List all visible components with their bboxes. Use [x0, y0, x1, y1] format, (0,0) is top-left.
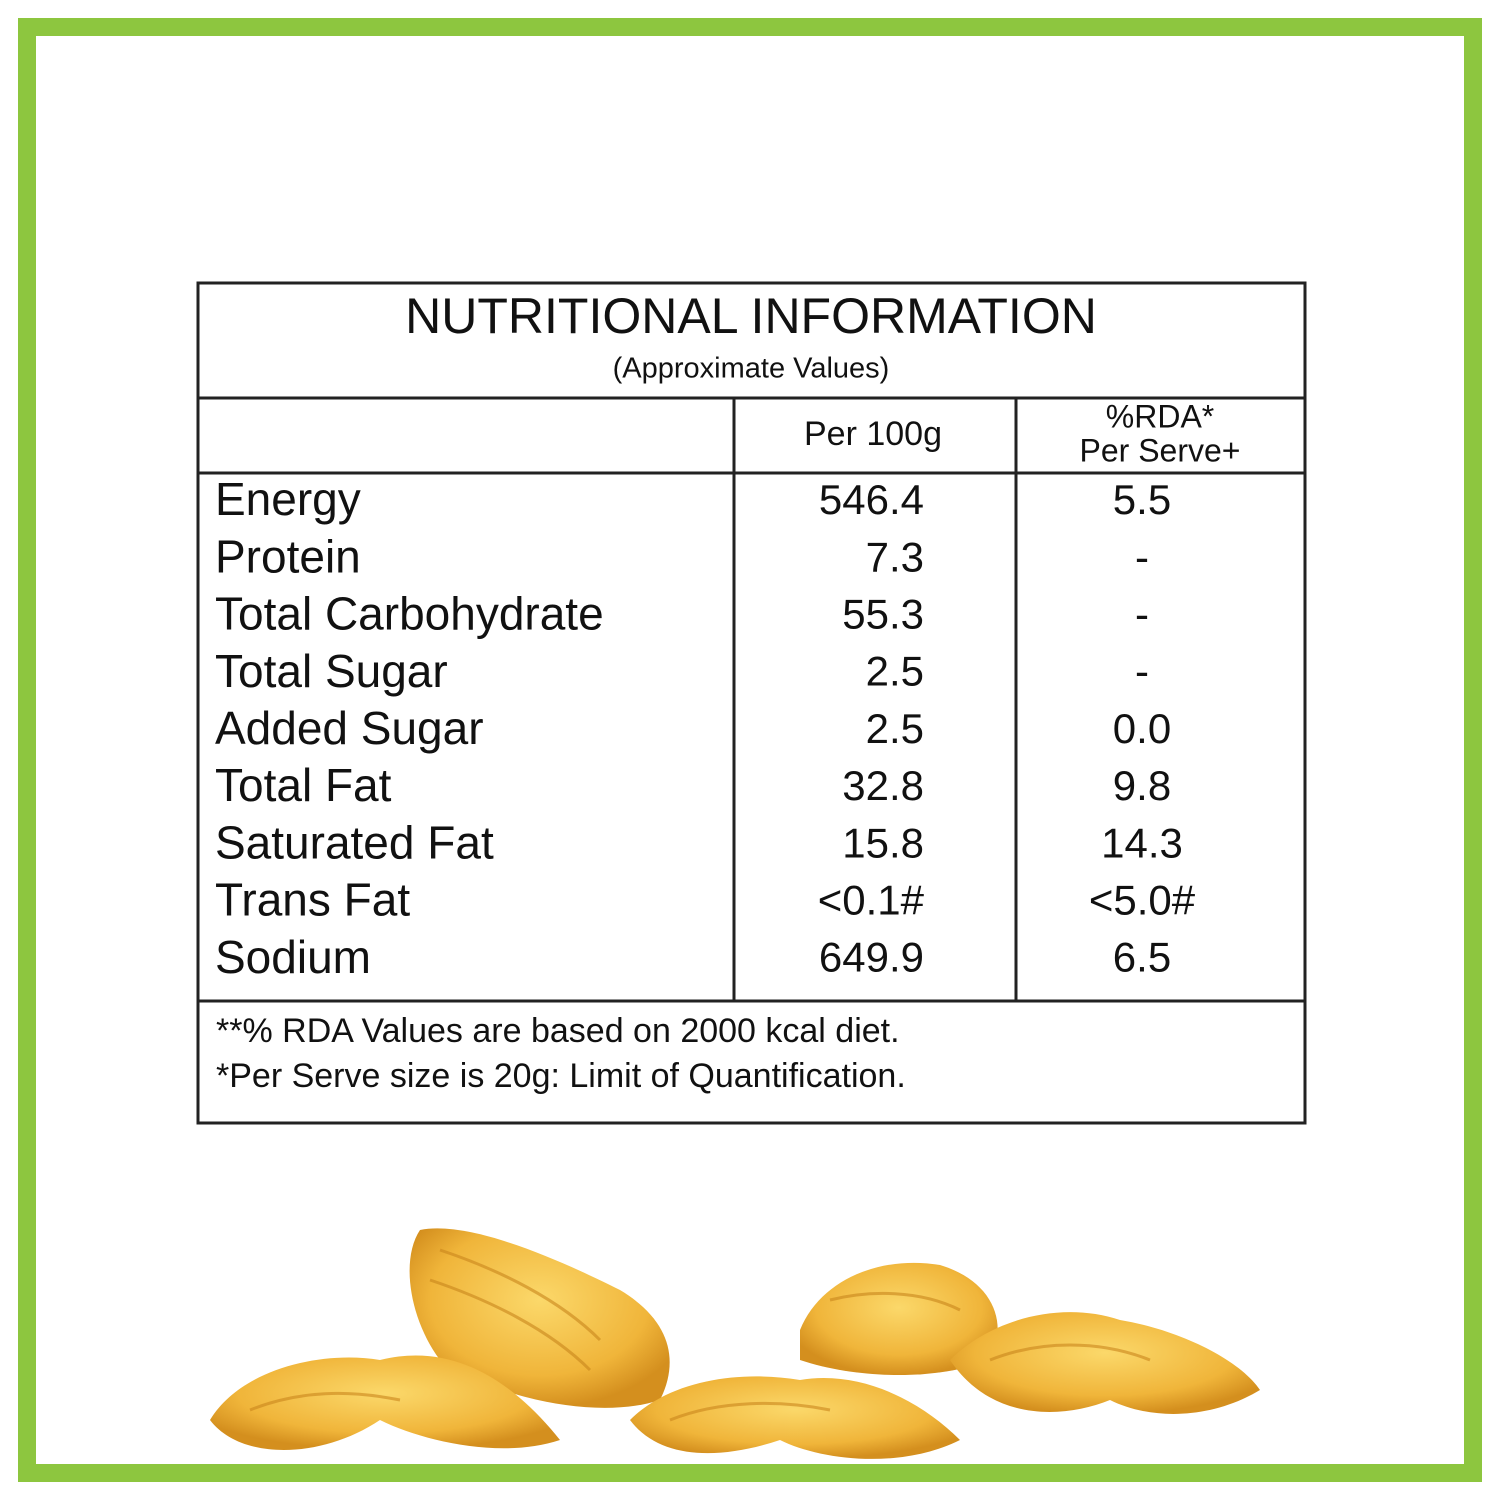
per-100g-value: 2.5: [866, 648, 924, 695]
table-body: Energy 546.4 5.5 Protein 7.3 - Total Carbohydr…: [215, 473, 1196, 983]
footnote: *Per Serve size is 20g: Limit of Quantif…: [216, 1057, 906, 1095]
nutrient-name: Total Sugar: [215, 645, 448, 697]
rda-value: 9.8: [1113, 762, 1171, 809]
per-100g-value: 546.4: [819, 476, 924, 523]
footnote: **% RDA Values are based on 2000 kcal di…: [216, 1012, 900, 1050]
per-100g-value: 32.8: [842, 762, 924, 809]
per-100g-value: 55.3: [842, 590, 924, 637]
title: NUTRITIONAL INFORMATION: [405, 288, 1097, 344]
chip: [800, 1262, 998, 1375]
column-header: Per Serve+: [1080, 432, 1241, 468]
chip: [950, 1312, 1260, 1414]
subtitle: (Approximate Values): [613, 353, 890, 385]
nutrient-name: Sodium: [215, 931, 371, 983]
nutrient-name: Trans Fat: [215, 874, 410, 926]
rda-value: 6.5: [1113, 934, 1171, 981]
green-frame: [18, 18, 1482, 1482]
nutrient-name: Protein: [215, 530, 361, 582]
chip: [210, 1355, 560, 1450]
nutrient-name: Energy: [215, 473, 361, 525]
chips-illustration: [210, 1228, 1260, 1459]
per-100g-value: <0.1#: [818, 876, 925, 923]
per-100g-value: 15.8: [842, 819, 924, 866]
table-border: [196, 281, 1307, 1125]
per-100g-value: 649.9: [819, 934, 924, 981]
per-100g-value: 2.5: [866, 705, 924, 752]
nutrient-name: Saturated Fat: [215, 816, 494, 868]
rda-value: 14.3: [1101, 819, 1183, 866]
rda-value: <5.0#: [1089, 876, 1196, 923]
chip: [409, 1228, 670, 1408]
column-header: Per 100g: [804, 415, 942, 453]
rda-value: 5.5: [1113, 476, 1171, 523]
rda-value: 0.0: [1113, 705, 1171, 752]
rda-value: -: [1135, 533, 1149, 580]
rda-value: -: [1135, 590, 1149, 637]
rda-value: -: [1135, 648, 1149, 695]
nutrient-name: Added Sugar: [215, 702, 484, 754]
per-100g-value: 7.3: [866, 533, 924, 580]
nutrient-name: Total Carbohydrate: [215, 588, 604, 640]
table-frame: [196, 281, 1307, 1125]
column-header: %RDA*: [1106, 398, 1214, 434]
chip: [630, 1376, 960, 1459]
nutrient-name: Total Fat: [215, 759, 392, 811]
